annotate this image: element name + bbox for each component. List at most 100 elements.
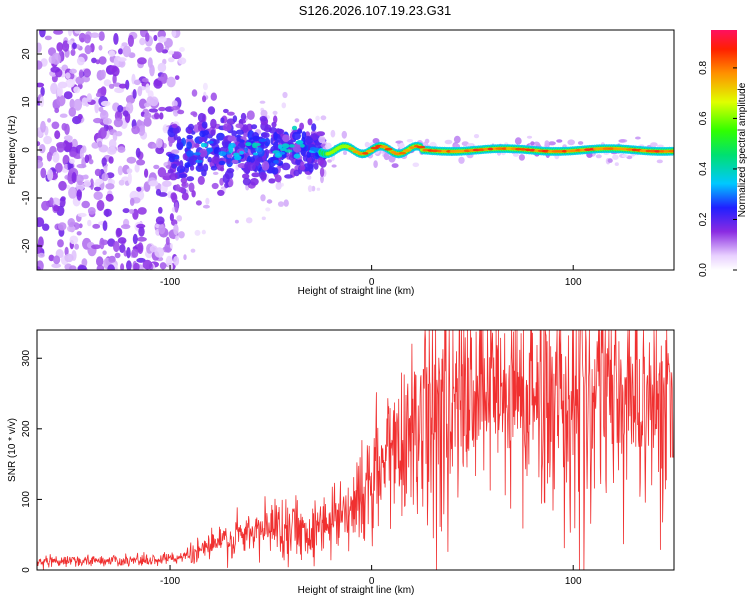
heatmap-cell <box>280 147 287 152</box>
heatmap-cell <box>220 167 225 172</box>
heatmap-cell <box>186 141 193 150</box>
heatmap-cell <box>133 262 140 270</box>
heatmap-cell <box>235 129 245 135</box>
heatmap-cell <box>398 151 407 155</box>
heatmap-cell <box>155 216 165 225</box>
heatmap-cell <box>277 201 285 207</box>
heatmap-cell <box>76 56 85 66</box>
heatmap-cell <box>141 78 149 83</box>
heatmap-cell <box>127 34 134 47</box>
heatmap-cell <box>98 31 105 41</box>
heatmap-cell <box>203 130 209 136</box>
heatmap-cell <box>242 124 249 133</box>
heatmap-cell <box>48 254 55 262</box>
heatmap-cell <box>40 167 47 179</box>
heatmap-cell <box>183 254 187 261</box>
heatmap-cell <box>118 83 127 89</box>
heatmap-cell <box>96 200 105 211</box>
heatmap-cell <box>145 32 150 42</box>
heatmap-cell <box>99 237 105 250</box>
heatmap-cell <box>236 135 241 143</box>
heatmap-xlabel: Height of straight line (km) <box>298 286 415 297</box>
heatmap-cell <box>51 52 61 65</box>
line-xtick-label: 100 <box>565 576 582 587</box>
heatmap-cell <box>235 123 244 129</box>
heatmap-cell <box>67 30 73 37</box>
heatmap-cell <box>251 124 258 130</box>
heatmap-cell <box>513 153 519 157</box>
heatmap-cell <box>63 91 73 100</box>
heatmap-cell <box>162 126 170 132</box>
heatmap-cell <box>348 147 355 151</box>
heatmap-cell <box>72 42 77 50</box>
colorbar: 0.0 0.2 0.4 0.6 0.8 Normalized spectral ampl… <box>698 30 748 277</box>
heatmap-cell <box>67 40 74 45</box>
heatmap-cell <box>108 50 116 57</box>
heatmap-cell <box>98 56 107 65</box>
heatmap-cell <box>74 174 84 183</box>
heatmap-cell <box>148 30 157 33</box>
heatmap-cell <box>530 141 535 146</box>
heatmap-cell <box>132 233 138 245</box>
heatmap-cell <box>184 162 191 169</box>
heatmap-cell <box>161 49 168 54</box>
heatmap-cell <box>331 164 337 168</box>
heatmap-cell <box>212 171 219 175</box>
heatmap-cell <box>93 182 101 186</box>
heatmap-cell <box>87 219 92 227</box>
heatmap-cell <box>120 263 125 270</box>
heatmap-cell <box>206 140 214 144</box>
heatmap-cell <box>307 156 312 164</box>
heatmap-cell <box>57 222 67 231</box>
colorbar-label: Normalized spectral amplitude <box>737 82 748 217</box>
heatmap-cell <box>222 173 230 184</box>
snr-line <box>37 330 674 570</box>
heatmap-cell <box>306 151 311 158</box>
heatmap-cell <box>261 216 266 221</box>
heatmap-cell <box>519 148 527 151</box>
heatmap-cell <box>126 168 133 174</box>
heatmap-cell <box>190 248 196 253</box>
line-ytick-label: 300 <box>21 349 32 366</box>
heatmap-cell <box>188 182 195 193</box>
heatmap-cell <box>138 226 145 237</box>
heatmap-cell <box>614 162 619 167</box>
heatmap-cell <box>384 147 393 151</box>
heatmap-cell <box>171 30 177 38</box>
heatmap-cell <box>78 69 84 79</box>
heatmap-cell <box>158 224 166 235</box>
heatmap-cell <box>68 107 77 117</box>
heatmap-cell <box>299 165 306 171</box>
heatmap-cell <box>117 165 123 176</box>
heatmap-cell <box>148 108 159 113</box>
heatmap-cell <box>650 142 658 147</box>
heatmap-cell <box>122 208 130 214</box>
heatmap-cell <box>135 147 141 158</box>
heatmap-cell <box>157 36 167 43</box>
heatmap-cell <box>84 154 90 164</box>
heatmap-ytick-label: -20 <box>21 238 32 253</box>
heatmap-cell <box>656 159 663 164</box>
heatmap-cell <box>37 252 45 258</box>
heatmap-cell <box>402 149 412 152</box>
heatmap-cell <box>261 132 270 139</box>
heatmap-cell <box>149 245 158 253</box>
heatmap-cell <box>112 73 117 85</box>
heatmap-cell <box>47 169 54 181</box>
heatmap-cell <box>626 148 634 151</box>
heatmap-cell <box>136 236 147 242</box>
heatmap-cell <box>107 147 117 155</box>
heatmap-cell <box>284 174 293 179</box>
heatmap-cell <box>98 127 107 139</box>
heatmap-cell <box>100 69 106 80</box>
heatmap-cell <box>42 223 50 231</box>
heatmap-cell <box>51 263 62 269</box>
heatmap-cell <box>64 253 74 263</box>
heatmap-cell <box>97 140 103 148</box>
heatmap-cell <box>216 132 225 141</box>
heatmap-cell <box>84 45 92 55</box>
heatmap-xtick-label: 100 <box>565 277 582 288</box>
heatmap-cell <box>437 149 443 153</box>
heatmap-cell <box>318 136 326 144</box>
heatmap-cell <box>37 82 45 88</box>
